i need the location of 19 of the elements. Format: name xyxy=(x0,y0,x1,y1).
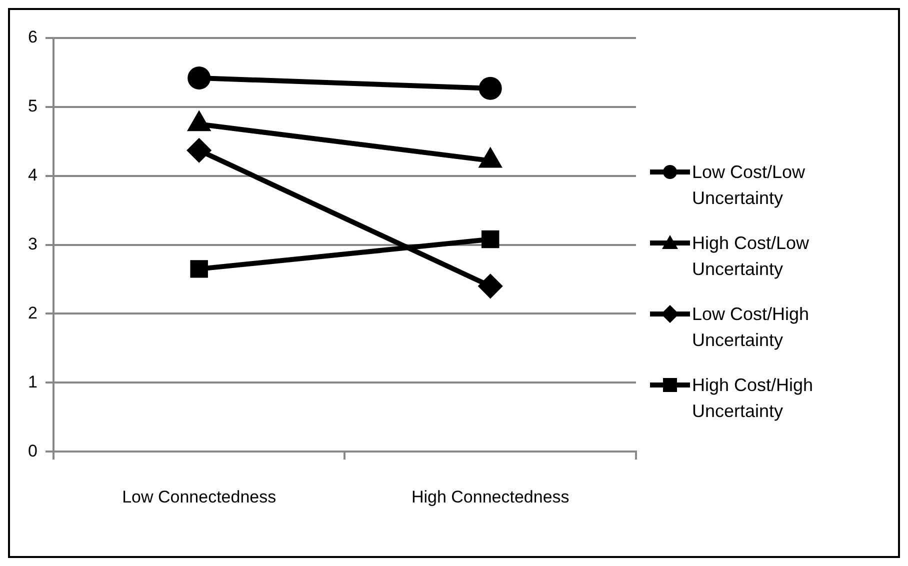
legend-label: Low Cost/High Uncertainty xyxy=(692,303,810,352)
y-tick-label: 1 xyxy=(28,372,38,392)
x-tick-label: High Connectedness xyxy=(411,487,570,506)
point xyxy=(188,138,211,162)
point xyxy=(190,260,208,278)
legend-label: High Cost/Low Uncertainty xyxy=(692,232,810,281)
y-tick-label: 4 xyxy=(28,166,38,185)
y-tick-label: 3 xyxy=(28,234,38,254)
y-tick-label: 0 xyxy=(28,441,38,460)
x-tick-label: Low Connectedness xyxy=(122,487,276,506)
y-tick-label: 6 xyxy=(28,28,38,47)
y-tick-label: 2 xyxy=(28,303,38,322)
point xyxy=(478,76,502,100)
legend-label: High Cost/High Uncertainty xyxy=(692,374,814,423)
point xyxy=(478,274,502,298)
y-tick-label: 5 xyxy=(28,96,38,116)
point xyxy=(188,66,211,90)
legend-label: Low Cost/Low Uncertainty xyxy=(692,161,806,210)
point xyxy=(482,230,500,248)
